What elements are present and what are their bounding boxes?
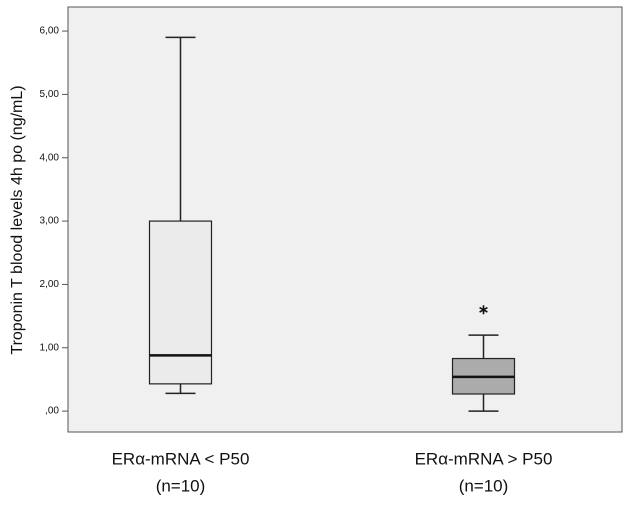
outlier [479, 305, 488, 315]
x-tick-label: (n=10) [459, 476, 509, 495]
y-tick-label: 4,00 [40, 152, 60, 163]
y-axis-label: Troponin T blood levels 4h po (ng/mL) [9, 85, 26, 354]
y-tick-label: ,00 [45, 406, 59, 417]
x-tick-label: ERα-mRNA > P50 [415, 449, 553, 468]
y-tick-label: 3,00 [40, 216, 60, 227]
x-tick-label: (n=10) [156, 476, 206, 495]
x-tick-label: ERα-mRNA < P50 [112, 449, 250, 468]
box [148, 220, 213, 385]
y-tick-label: 6,00 [40, 26, 60, 37]
y-tick-label: 1,00 [40, 342, 60, 353]
y-tick-label: 5,00 [40, 89, 60, 100]
y-tick-label: 2,00 [40, 279, 60, 290]
